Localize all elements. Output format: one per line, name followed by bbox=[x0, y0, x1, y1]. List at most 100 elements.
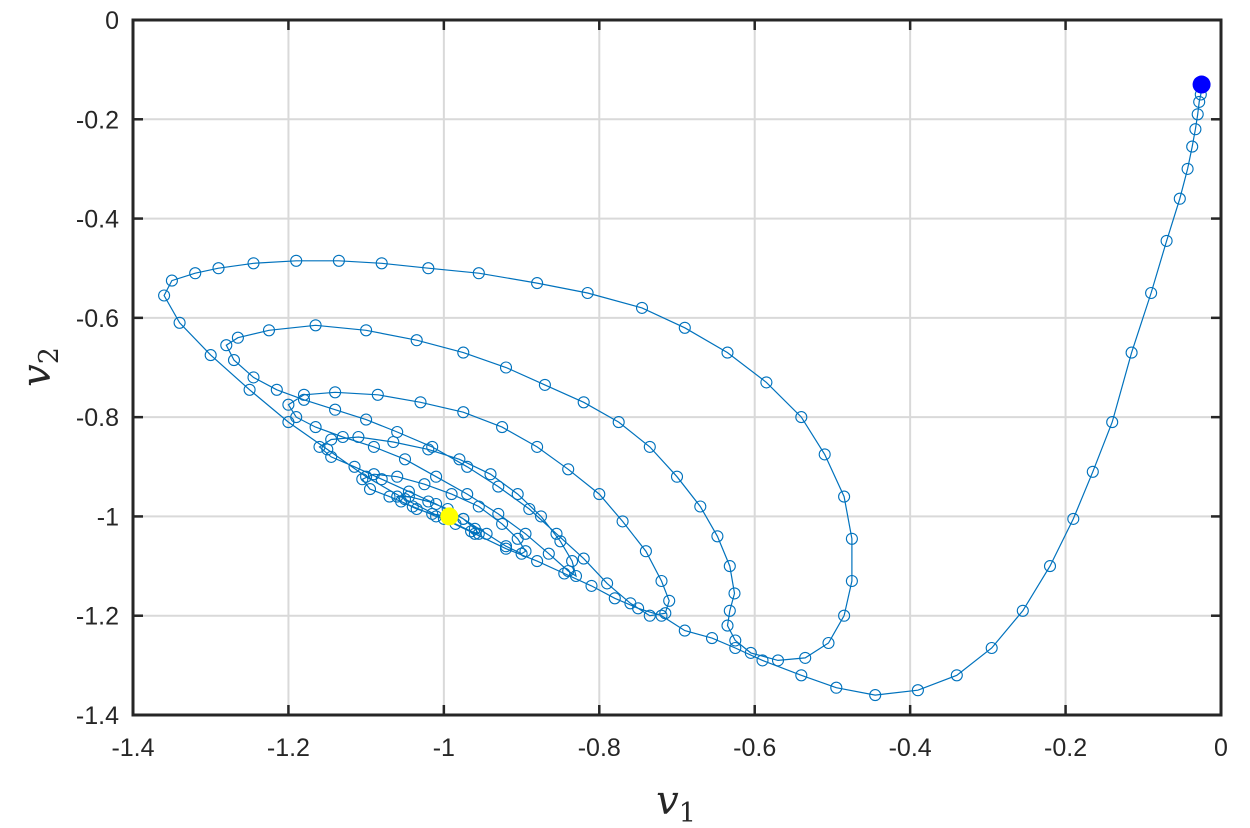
data-point bbox=[480, 527, 493, 540]
data-point bbox=[838, 609, 851, 622]
data-point bbox=[1106, 416, 1119, 429]
data-point bbox=[426, 440, 439, 453]
data-point bbox=[566, 555, 579, 568]
data-point bbox=[367, 468, 380, 481]
x-tick-label: -0.2 bbox=[1044, 734, 1087, 762]
data-point bbox=[1191, 108, 1204, 121]
data-point bbox=[173, 316, 186, 329]
data-point bbox=[457, 406, 470, 419]
y-axis-label: v2 bbox=[14, 347, 65, 387]
data-point bbox=[290, 411, 303, 424]
data-point bbox=[158, 289, 171, 302]
data-point bbox=[360, 413, 373, 426]
data-point bbox=[445, 488, 458, 501]
data-point bbox=[243, 383, 256, 396]
x-tick-label: -1.4 bbox=[111, 734, 154, 762]
data-point bbox=[729, 641, 742, 655]
data-point bbox=[325, 433, 338, 446]
data-point bbox=[313, 440, 326, 453]
data-point bbox=[270, 383, 283, 396]
data-point bbox=[465, 525, 478, 538]
data-point bbox=[511, 488, 524, 501]
data-point bbox=[744, 646, 757, 659]
data-point bbox=[398, 453, 412, 466]
x-tick-label: 0 bbox=[1214, 734, 1228, 762]
data-series bbox=[158, 75, 1211, 702]
data-point bbox=[838, 490, 851, 503]
data-point bbox=[723, 560, 736, 573]
data-point bbox=[635, 301, 649, 314]
data-point bbox=[325, 450, 338, 463]
y-tick-label: -0.4 bbox=[76, 206, 119, 234]
data-point bbox=[562, 463, 575, 476]
data-point bbox=[531, 555, 544, 568]
data-point bbox=[453, 453, 466, 466]
data-point bbox=[363, 483, 377, 496]
data-point bbox=[723, 604, 736, 617]
data-point bbox=[422, 262, 435, 275]
x-tick-label: -0.6 bbox=[733, 734, 776, 762]
data-point bbox=[771, 654, 785, 667]
data-point bbox=[422, 495, 435, 508]
data-point bbox=[1181, 162, 1194, 175]
data-point bbox=[1086, 465, 1099, 478]
data-point bbox=[371, 388, 384, 401]
data-point bbox=[468, 527, 481, 540]
data-point bbox=[367, 440, 380, 453]
data-point bbox=[391, 470, 404, 483]
axes-box bbox=[131, 18, 1223, 717]
data-point bbox=[247, 371, 260, 384]
x-tick-label: -0.8 bbox=[578, 734, 621, 762]
data-point bbox=[414, 396, 427, 409]
data-point bbox=[461, 488, 474, 501]
data-point bbox=[402, 485, 415, 498]
x-tick-label: -0.4 bbox=[889, 734, 932, 762]
data-point bbox=[795, 669, 808, 682]
data-point bbox=[336, 430, 349, 444]
data-point bbox=[309, 421, 322, 434]
data-point bbox=[496, 421, 509, 434]
data-point bbox=[1173, 192, 1186, 205]
data-point bbox=[601, 577, 614, 590]
data-point bbox=[670, 470, 684, 483]
data-point bbox=[410, 334, 423, 347]
data-point bbox=[1160, 234, 1173, 247]
data-point bbox=[430, 470, 443, 483]
data-point bbox=[721, 619, 734, 632]
data-point bbox=[468, 522, 481, 535]
data-point bbox=[721, 346, 734, 359]
data-point bbox=[639, 545, 652, 558]
data-point bbox=[729, 634, 742, 647]
data-point bbox=[356, 473, 369, 486]
y-tick-label: 0 bbox=[105, 7, 119, 35]
data-point bbox=[1125, 346, 1138, 359]
data-point bbox=[247, 257, 260, 270]
data-point bbox=[577, 552, 590, 565]
data-point bbox=[538, 378, 551, 391]
data-point bbox=[204, 349, 217, 362]
data-point bbox=[1145, 286, 1158, 300]
data-point bbox=[612, 416, 625, 429]
data-point bbox=[461, 460, 474, 473]
data-point bbox=[297, 393, 311, 406]
data-point bbox=[869, 689, 882, 702]
data-point bbox=[1186, 140, 1199, 153]
data-point bbox=[1067, 512, 1080, 525]
data-point bbox=[1016, 604, 1029, 617]
data-point bbox=[348, 460, 361, 473]
data-point bbox=[624, 597, 637, 610]
data-point bbox=[332, 254, 345, 267]
data-point bbox=[643, 440, 656, 453]
data-point bbox=[655, 609, 668, 622]
data-point bbox=[569, 569, 583, 583]
data-point bbox=[383, 490, 396, 503]
data-point bbox=[577, 396, 590, 409]
data-point bbox=[950, 669, 963, 682]
end-point-marker bbox=[440, 507, 459, 526]
y-tick-label: -0.8 bbox=[76, 404, 119, 432]
y-tick-label: -1 bbox=[97, 503, 119, 531]
x-axis-label: v1 bbox=[656, 778, 696, 828]
data-point bbox=[655, 574, 668, 588]
data-point bbox=[290, 254, 303, 267]
